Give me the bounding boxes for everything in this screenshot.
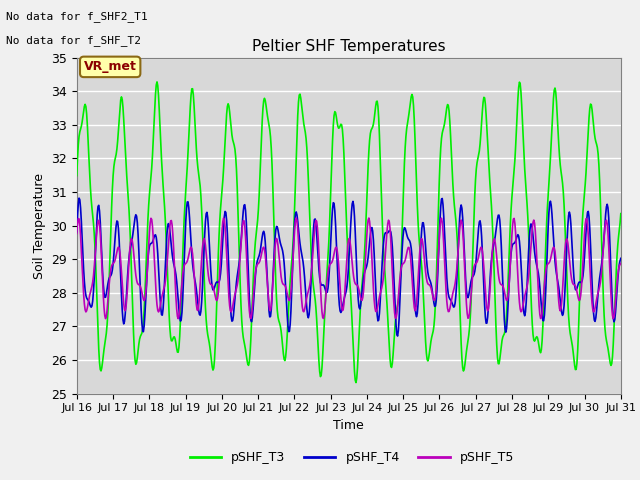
pSHF_T4 — [140, 329, 147, 335]
pSHF_T3 — [83, 111, 90, 117]
pSHF_T5 — [174, 316, 182, 322]
pSHF_T4 — [394, 333, 401, 339]
pSHF_T5 — [83, 308, 90, 313]
pSHF_T5 — [139, 293, 147, 299]
pSHF_T3 — [153, 79, 161, 85]
pSHF_T4 — [417, 252, 424, 258]
pSHF_T4 — [73, 228, 81, 234]
Line: pSHF_T5: pSHF_T5 — [77, 218, 621, 319]
X-axis label: Time: Time — [333, 419, 364, 432]
pSHF_T4 — [84, 296, 92, 302]
pSHF_T4 — [223, 231, 231, 237]
pSHF_T4 — [195, 307, 202, 312]
pSHF_T3 — [195, 170, 202, 176]
pSHF_T5 — [195, 303, 202, 309]
pSHF_T5 — [292, 215, 300, 221]
Text: VR_met: VR_met — [84, 60, 136, 73]
pSHF_T3 — [139, 326, 147, 332]
pSHF_T5 — [223, 267, 231, 273]
pSHF_T5 — [73, 230, 81, 236]
Line: pSHF_T3: pSHF_T3 — [77, 82, 621, 383]
pSHF_T5 — [417, 242, 424, 248]
Text: No data for f_SHF2_T1: No data for f_SHF2_T1 — [6, 11, 148, 22]
pSHF_T4 — [433, 298, 440, 304]
pSHF_T3 — [73, 173, 81, 179]
Line: pSHF_T4: pSHF_T4 — [77, 198, 621, 336]
pSHF_T4 — [76, 195, 83, 201]
pSHF_T3 — [417, 249, 424, 255]
Title: Peltier SHF Temperatures: Peltier SHF Temperatures — [252, 39, 445, 54]
pSHF_T5 — [617, 261, 625, 266]
pSHF_T3 — [433, 281, 440, 287]
Legend: pSHF_T3, pSHF_T4, pSHF_T5: pSHF_T3, pSHF_T4, pSHF_T5 — [185, 446, 519, 469]
pSHF_T3 — [352, 380, 360, 385]
Y-axis label: Soil Temperature: Soil Temperature — [33, 173, 45, 278]
Text: No data for f_SHF_T2: No data for f_SHF_T2 — [6, 35, 141, 46]
pSHF_T3 — [223, 104, 231, 109]
pSHF_T5 — [433, 287, 440, 292]
pSHF_T3 — [617, 211, 625, 216]
pSHF_T4 — [617, 255, 625, 261]
